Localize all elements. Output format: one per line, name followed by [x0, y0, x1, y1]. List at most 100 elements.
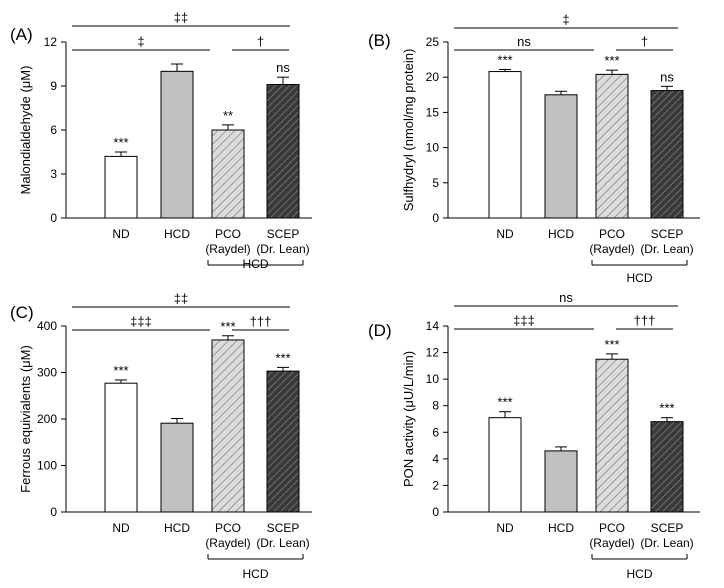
comparison-label: ns [559, 290, 573, 305]
x-tick-sublabel: (Dr. Lean) [640, 536, 693, 550]
x-tick-label: SCEP [651, 521, 684, 535]
bar-nd [488, 417, 522, 513]
significance-mark: *** [604, 337, 619, 352]
y-tick-label: 0 [50, 211, 57, 225]
y-tick-label: 3 [50, 167, 57, 181]
y-tick-label: 6 [432, 425, 439, 439]
bar-hcd [544, 94, 578, 219]
y-tick-label: 12 [426, 346, 440, 360]
bar-scep [266, 84, 300, 219]
significance-mark: *** [275, 350, 290, 365]
bar-nd [104, 155, 138, 219]
y-tick-label: 2 [432, 478, 439, 492]
y-axis-label: Malondialdehyde (μM) [18, 66, 33, 195]
y-tick-label: 100 [37, 459, 57, 473]
bar-scep [266, 370, 300, 513]
significance-mark: *** [113, 363, 128, 378]
y-axis-label: Ferrous equivialents (μM) [18, 345, 33, 493]
x-tick-sublabel: (Dr. Lean) [640, 242, 693, 256]
panel-label: (A) [10, 25, 33, 44]
x-tick-sublabel: (Raydel) [589, 536, 634, 550]
x-tick-label: ND [496, 227, 514, 241]
bar-hcd [160, 70, 194, 219]
bar-pco [211, 129, 245, 219]
significance-mark: ns [276, 60, 290, 75]
y-tick-label: 5 [432, 176, 439, 190]
comparison-label: ‡‡ [174, 291, 188, 306]
y-tick-label: 10 [426, 141, 440, 155]
y-axis-label: PON activity (μU/L/min) [401, 351, 416, 487]
panel-label: (C) [10, 303, 34, 322]
y-tick-label: 20 [426, 70, 440, 84]
x-tick-label: ND [496, 521, 514, 535]
x-tick-label: PCO [215, 521, 241, 535]
x-tick-label: PCO [215, 227, 241, 241]
significance-mark: *** [497, 52, 512, 67]
bar-pco [595, 73, 629, 219]
bar-pco [595, 358, 629, 513]
x-tick-label: PCO [599, 521, 625, 535]
x-tick-sublabel: (Dr. Lean) [256, 536, 309, 550]
y-tick-label: 400 [37, 319, 57, 333]
significance-mark: *** [604, 53, 619, 68]
bar-hcd [544, 450, 578, 513]
bar-scep [650, 90, 684, 219]
significance-mark: *** [497, 395, 512, 410]
comparison-label: † [641, 34, 648, 49]
y-tick-label: 200 [37, 412, 57, 426]
bar-nd [104, 382, 138, 513]
x-tick-label: SCEP [651, 227, 684, 241]
significance-mark: ** [223, 108, 233, 123]
comparison-label: ‡‡ [174, 10, 188, 25]
x-tick-label: SCEP [267, 521, 300, 535]
panel-label: (D) [368, 321, 392, 340]
y-tick-label: 9 [50, 79, 57, 93]
y-tick-label: 300 [37, 366, 57, 380]
x-tick-label: SCEP [267, 227, 300, 241]
bar-hcd [160, 422, 194, 513]
comparison-label: ‡‡‡ [513, 313, 535, 328]
y-tick-label: 0 [50, 505, 57, 519]
significance-mark: ns [660, 69, 674, 84]
panel-a: (A) 0 3 6 9 12 Malondialdehyde (μM) *** ND HCD ** P… [10, 10, 312, 271]
comparison-label: ‡‡‡ [130, 314, 152, 329]
x-tick-label: PCO [599, 227, 625, 241]
significance-mark: *** [220, 319, 235, 334]
x-tick-sublabel: (Raydel) [205, 536, 250, 550]
comparison-label: ††† [250, 314, 272, 329]
x-tick-label: ND [112, 227, 130, 241]
comparison-label: ‡ [137, 34, 144, 49]
significance-mark: *** [659, 401, 674, 416]
x-tick-sublabel: (Raydel) [589, 242, 634, 256]
bar-scep [650, 421, 684, 513]
x-tick-label: HCD [548, 521, 574, 535]
x-tick-label: HCD [164, 521, 190, 535]
x-tick-sublabel: (Dr. Lean) [256, 242, 309, 256]
panel-b: (B) 0 5 10 15 20 25 Sulfhydryl (nmol/mg protein… [368, 12, 700, 285]
x-tick-label: ND [112, 521, 130, 535]
y-tick-label: 12 [44, 35, 58, 49]
y-tick-label: 0 [432, 211, 439, 225]
y-tick-label: 6 [50, 123, 57, 137]
group-label: HCD [243, 257, 269, 271]
group-label: HCD [243, 567, 269, 581]
x-tick-sublabel: (Raydel) [205, 242, 250, 256]
y-tick-label: 15 [426, 105, 440, 119]
y-tick-label: 10 [426, 372, 440, 386]
comparison-label: ns [517, 34, 531, 49]
panel-d: (D) 0 2 4 6 8 10 12 14 PON activity (μU/L/min) ***… [368, 290, 700, 581]
y-tick-label: 8 [432, 399, 439, 413]
y-tick-label: 25 [426, 35, 440, 49]
x-tick-label: HCD [548, 227, 574, 241]
group-label: HCD [627, 271, 653, 285]
panel-label: (B) [368, 31, 391, 50]
y-tick-label: 4 [432, 452, 439, 466]
x-tick-label: HCD [164, 227, 190, 241]
bar-pco [211, 339, 245, 513]
significance-mark: *** [113, 135, 128, 150]
panel-c: (C) 0 100 200 300 400 Ferrous equivialents (μM… [10, 291, 312, 581]
y-tick-label: 0 [432, 505, 439, 519]
y-axis-label: Sulfhydryl (nmol/mg protein) [401, 49, 416, 212]
bar-nd [488, 71, 522, 219]
